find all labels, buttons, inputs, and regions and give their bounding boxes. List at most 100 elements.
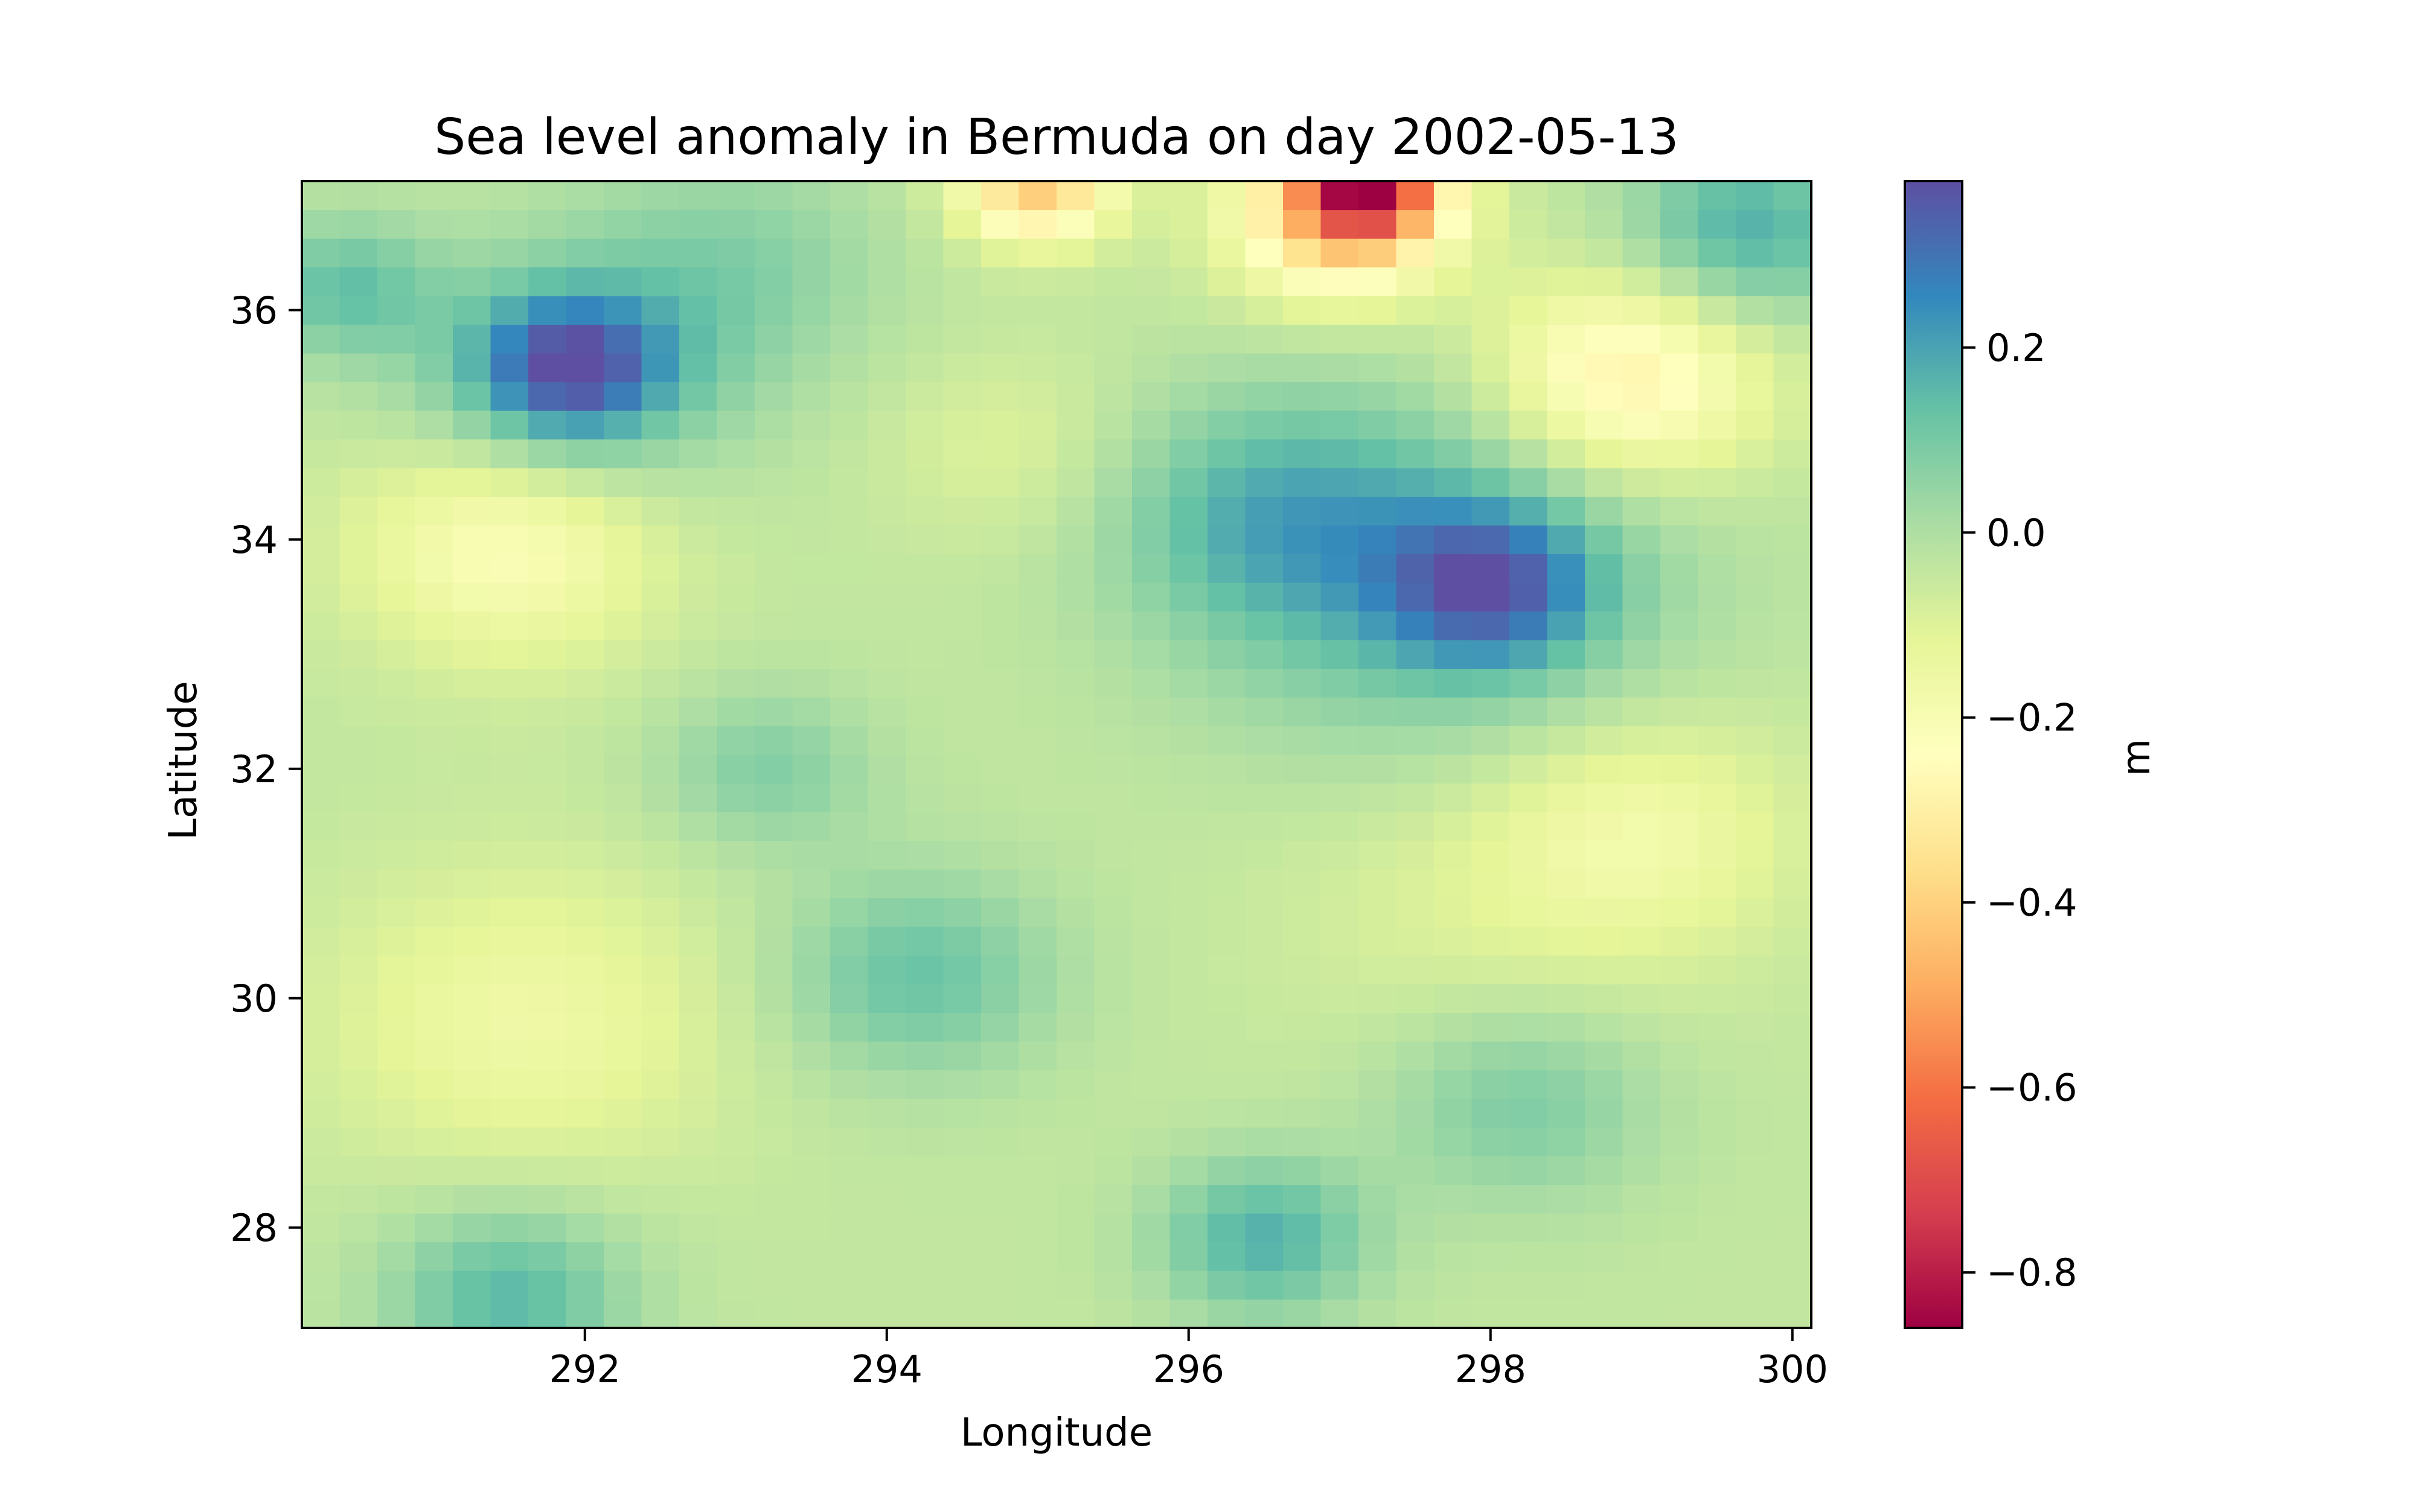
heatmap-cell [1132,181,1171,211]
heatmap-cell [1019,927,1057,956]
heatmap-cell [1019,1156,1057,1185]
heatmap-cell [339,1271,378,1300]
heatmap-cell [1660,783,1699,812]
heatmap-cell [1358,955,1397,984]
heatmap-cell [792,1242,831,1271]
heatmap-cell [943,1271,982,1300]
heatmap-cell [1434,553,1473,583]
heatmap-cell [1773,1213,1812,1243]
heatmap-cell [1132,296,1171,325]
heatmap-cell [490,1099,529,1128]
heatmap-cell [1585,726,1623,755]
heatmap-cell [868,525,906,555]
heatmap-cell [604,296,642,325]
heatmap-cell [1585,267,1623,296]
heatmap-cell [1169,898,1208,927]
colorbar [1904,180,1963,1329]
heatmap-cell [943,898,982,927]
heatmap-cell [1208,726,1246,755]
heatmap-cell [1283,1242,1322,1271]
heatmap-cell [528,812,567,841]
heatmap-cell [453,439,491,468]
heatmap-cell [943,238,982,268]
heatmap-cell [1019,553,1057,583]
heatmap-cell [1320,955,1359,984]
heatmap-cell [302,496,341,526]
heatmap-cell [1358,1184,1397,1214]
heatmap-cell [1622,324,1661,354]
heatmap-cell [1245,525,1284,555]
heatmap-cell [1396,898,1435,927]
heatmap-cell [1773,840,1812,870]
heatmap-cell [1660,238,1699,268]
heatmap-cell [377,1012,416,1042]
colorbar-tick-label: −0.2 [1986,696,2078,740]
heatmap-cell [1358,1127,1397,1156]
heatmap-cell [1245,410,1284,440]
heatmap-cell [1660,1299,1699,1329]
heatmap-cell [1434,697,1473,727]
heatmap-cell [1698,267,1736,296]
heatmap-cell [981,381,1020,411]
heatmap-cell [1698,1070,1736,1099]
heatmap-cell [1320,296,1359,325]
heatmap-cell [566,840,604,870]
heatmap-cell [453,1127,491,1156]
heatmap-cell [906,1012,944,1042]
heatmap-cell [1736,1184,1774,1214]
heatmap-cell [906,238,944,268]
colorbar-tick-label: −0.8 [1986,1251,2078,1295]
heatmap-cell [1509,1012,1548,1042]
heatmap-cell [1660,296,1699,325]
heatmap-cell [1509,1041,1548,1071]
heatmap-cell [528,1299,567,1329]
heatmap-cell [1773,898,1812,927]
heatmap-cell [830,1012,869,1042]
heatmap-cell [1773,611,1812,640]
heatmap-cell [453,1156,491,1185]
heatmap-cell [641,1041,680,1071]
heatmap-cell [1585,783,1623,812]
heatmap-cell [792,324,831,354]
heatmap-cell [641,1070,680,1099]
heatmap-cell [717,353,755,383]
heatmap-cell [981,353,1020,383]
heatmap-cell [1132,1127,1171,1156]
heatmap-cell [1471,1213,1510,1243]
heatmap-cell [679,840,718,870]
heatmap-cell [1773,927,1812,956]
heatmap-cell [339,1041,378,1071]
heatmap-cell [1320,611,1359,640]
heatmap-cell [868,468,906,497]
heatmap-cell [679,1213,718,1243]
heatmap-cell [943,668,982,698]
heatmap-cell [755,1012,793,1042]
heatmap-cell [1509,611,1548,640]
heatmap-cell [1660,1184,1699,1214]
heatmap-cell [1019,381,1057,411]
heatmap-cell [1396,238,1435,268]
heatmap-cell [566,353,604,383]
heatmap-cell [679,181,718,211]
heatmap-cell [604,955,642,984]
heatmap-cell [1585,840,1623,870]
heatmap-cell [1245,324,1284,354]
heatmap-cell [1019,611,1057,640]
heatmap-cell [1698,754,1736,784]
heatmap-cell [490,1299,529,1329]
heatmap-cell [830,1242,869,1271]
heatmap-cell [1057,296,1095,325]
heatmap-cell [1736,296,1774,325]
heatmap-cell [641,410,680,440]
heatmap-cell [717,1127,755,1156]
heatmap-cell [528,496,567,526]
heatmap-cell [830,840,869,870]
heatmap-cell [453,324,491,354]
heatmap-cell [490,898,529,927]
heatmap-cell [528,984,567,1013]
heatmap-cell [1094,668,1133,698]
heatmap-cell [906,496,944,526]
heatmap-cell [1434,1184,1473,1214]
heatmap-cell [1057,582,1095,612]
heatmap-cell [1773,640,1812,669]
